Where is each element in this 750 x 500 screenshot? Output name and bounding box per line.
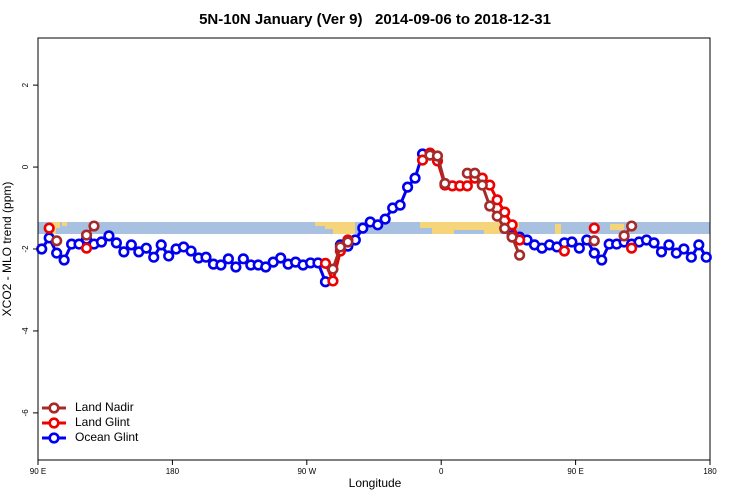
data-point <box>558 245 571 257</box>
data-point <box>588 222 600 234</box>
data-point <box>88 220 100 232</box>
data-point <box>275 252 287 264</box>
plot-area <box>36 149 712 288</box>
data-point <box>200 251 212 263</box>
data-point <box>394 199 406 211</box>
data-point <box>110 237 122 249</box>
data-point <box>36 243 48 255</box>
data-point <box>260 261 272 273</box>
x-axis-label: Longitude <box>349 476 402 490</box>
legend-marker <box>48 402 60 414</box>
data-point <box>618 230 630 242</box>
data-point <box>357 222 369 234</box>
data-point <box>148 251 160 263</box>
data-point <box>588 247 600 259</box>
data-point <box>118 246 130 258</box>
y-tick-label: 0 <box>21 164 30 169</box>
data-point <box>476 179 488 191</box>
data-point <box>163 250 175 262</box>
data-point <box>409 172 421 184</box>
data-point <box>416 154 429 166</box>
data-point <box>625 242 638 254</box>
data-point <box>327 275 339 287</box>
data-point <box>625 220 638 232</box>
data-point <box>334 241 347 253</box>
data-point <box>230 261 242 273</box>
data-point <box>140 242 152 254</box>
data-point <box>319 257 332 269</box>
x-tick-label: 0 <box>439 467 444 476</box>
x-tick-label: 180 <box>703 467 717 476</box>
data-point <box>215 259 227 271</box>
data-point <box>685 251 697 263</box>
data-point <box>95 236 108 248</box>
data-point <box>461 180 473 192</box>
data-point <box>491 194 503 206</box>
legend-marker <box>48 417 60 429</box>
data-point <box>655 246 668 258</box>
legend-marker <box>48 432 60 444</box>
legend-label: Ocean Glint <box>75 430 139 444</box>
y-tick-label: 2 <box>21 82 30 87</box>
data-point <box>237 253 249 265</box>
data-point <box>342 236 354 248</box>
y-tick-label: -4 <box>21 327 30 335</box>
data-point <box>185 245 197 257</box>
data-point <box>103 230 115 242</box>
data-point <box>566 236 578 248</box>
data-point <box>513 249 526 261</box>
data-point <box>51 247 63 259</box>
data-point <box>222 253 234 265</box>
data-point <box>80 242 93 254</box>
data-point <box>499 222 511 235</box>
x-tick-label: 90 W <box>297 467 316 476</box>
legend-label: Land Nadir <box>75 400 134 414</box>
data-point <box>648 237 660 249</box>
legend-label: Land Glint <box>75 415 130 429</box>
x-tick-label: 180 <box>166 467 180 476</box>
data-point <box>484 200 496 212</box>
data-point <box>125 239 137 251</box>
data-point <box>506 231 518 243</box>
data-point <box>588 235 600 247</box>
data-point <box>439 177 451 190</box>
data-point <box>700 251 712 263</box>
y-tick-label: -6 <box>21 409 30 417</box>
data-point <box>80 229 93 241</box>
data-point <box>663 239 675 251</box>
data-point <box>573 242 585 254</box>
y-axis-label: XCO2 - MLO trend (ppm) <box>0 182 14 317</box>
data-point <box>379 213 391 225</box>
data-point <box>693 239 705 251</box>
data-point <box>491 210 503 222</box>
data-point <box>678 243 690 255</box>
data-point <box>596 254 608 266</box>
data-point <box>43 222 55 234</box>
data-point <box>372 219 384 231</box>
data-point <box>402 181 414 193</box>
data-point <box>155 239 167 251</box>
x-tick-label: 90 E <box>30 467 46 476</box>
data-point <box>431 150 444 162</box>
y-tick-label: -2 <box>21 245 30 253</box>
data-point <box>58 254 70 266</box>
data-point <box>51 235 63 247</box>
data-point <box>469 167 481 179</box>
land-strip <box>52 222 624 234</box>
chart-title: 5N-10N January (Ver 9) 2014-09-06 to 201… <box>199 11 551 28</box>
data-point <box>327 263 339 275</box>
x-tick-label: 90 E <box>567 467 583 476</box>
